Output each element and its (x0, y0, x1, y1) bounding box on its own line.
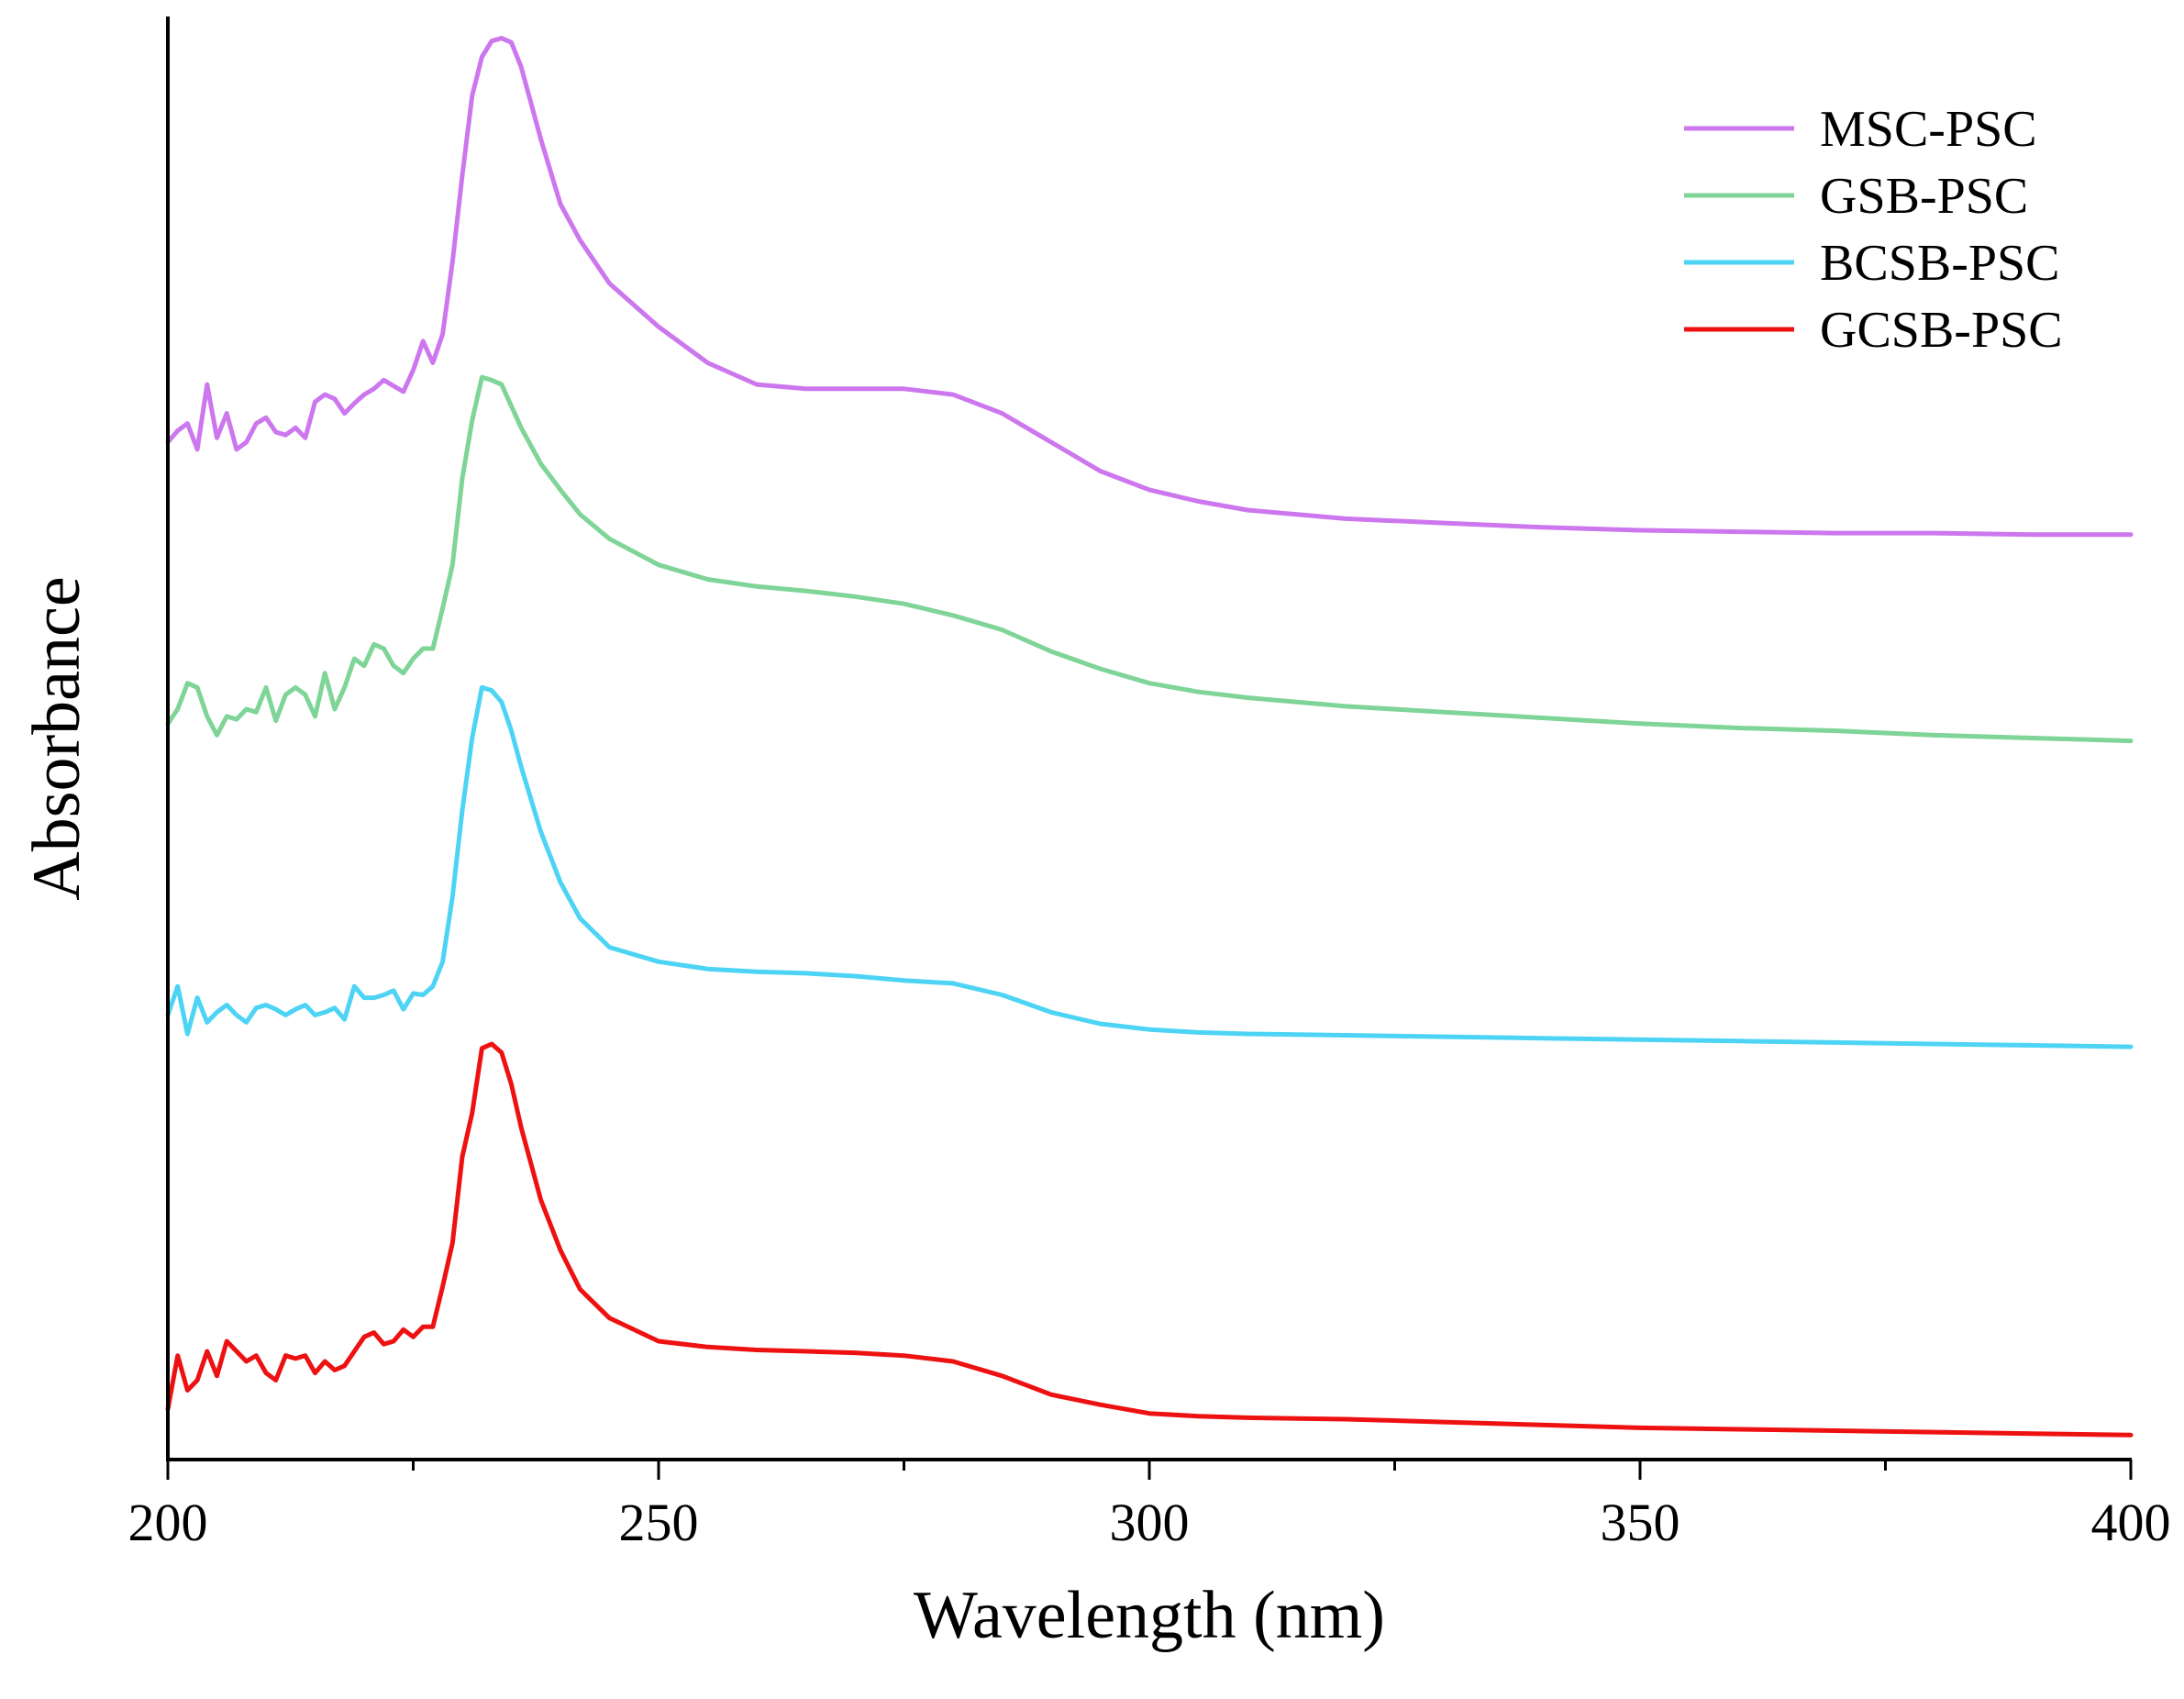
legend: MSC-PSC GSB-PSC BCSB-PSC GCSB-PSC (1684, 101, 2063, 359)
legend-label: MSC-PSC (1820, 101, 2037, 158)
x-tick-label: 300 (1110, 1493, 1190, 1552)
series-lines (165, 36, 2134, 1438)
series-line-bcsb-psc (165, 684, 2134, 1049)
series-line-gcsb-psc (165, 1041, 2134, 1438)
x-tick-label: 250 (619, 1493, 699, 1552)
legend-label: GSB-PSC (1820, 168, 2028, 225)
x-tick-label: 350 (1601, 1493, 1680, 1552)
series-line-msc-psc (165, 36, 2134, 538)
x-tick-label: 400 (2091, 1493, 2171, 1552)
x-axis-title: Wavelength (nm) (914, 1578, 1385, 1653)
legend-label: GCSB-PSC (1820, 302, 2063, 359)
legend-label: BCSB-PSC (1820, 235, 2060, 292)
series-line-gsb-psc (165, 374, 2134, 744)
x-axis-ticks (166, 1460, 2133, 1480)
y-axis-title: Absorbance (19, 576, 94, 900)
x-axis-tick-labels: 200 250 300 350 400 (128, 1493, 2171, 1552)
x-tick-label: 200 (128, 1493, 208, 1552)
